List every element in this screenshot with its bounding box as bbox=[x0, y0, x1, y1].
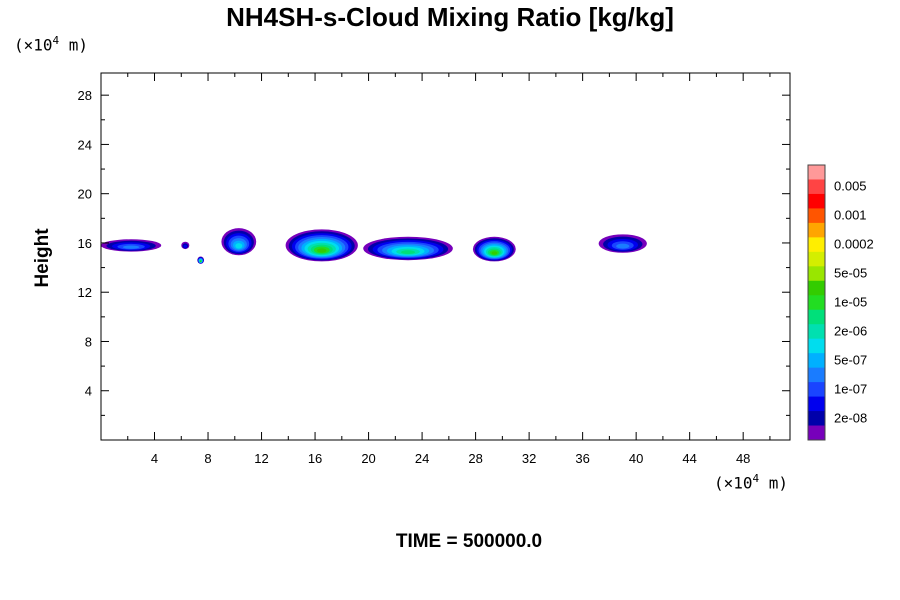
colorbar-label: 5e-07 bbox=[834, 352, 867, 367]
colorbar-swatch bbox=[808, 179, 825, 195]
colorbar-swatch bbox=[808, 367, 825, 383]
colorbar-label: 2e-06 bbox=[834, 323, 867, 338]
colorbar-label: 0.0002 bbox=[834, 237, 874, 252]
cloud-patch bbox=[598, 234, 647, 253]
y-tick-label: 28 bbox=[78, 88, 92, 103]
colorbar-label: 1e-07 bbox=[834, 381, 867, 396]
x-tick-label: 32 bbox=[522, 451, 536, 466]
colorbar-label: 0.005 bbox=[834, 179, 867, 194]
colorbar-swatch bbox=[808, 425, 825, 441]
cloud-patch bbox=[221, 228, 257, 256]
y-tick-label: 20 bbox=[78, 187, 92, 202]
x-tick-label: 44 bbox=[682, 451, 696, 466]
cloud-contour bbox=[317, 248, 327, 253]
colorbar-swatch bbox=[808, 382, 825, 398]
cloud-contour bbox=[183, 244, 188, 248]
cloud-contour bbox=[122, 245, 140, 249]
x-tick-label: 16 bbox=[308, 451, 322, 466]
chart-title: NH4SH-s-Cloud Mixing Ratio [kg/kg] bbox=[226, 2, 674, 32]
plot-frame bbox=[100, 72, 791, 441]
cloud-patch bbox=[363, 236, 453, 261]
cloud-contour bbox=[616, 243, 630, 249]
colorbar-swatch bbox=[808, 324, 825, 340]
colorbar-swatch bbox=[808, 251, 825, 267]
y-tick-label: 12 bbox=[78, 285, 92, 300]
colorbar: 0.005 0.001 0.0002 5e-05 1e-05 2e-06 5e-07 1e-0… bbox=[807, 164, 874, 441]
y-tick-label: 24 bbox=[78, 137, 92, 152]
colorbar-swatch bbox=[808, 411, 825, 427]
plot-area bbox=[101, 73, 790, 440]
x-tick-label: 36 bbox=[575, 451, 589, 466]
colorbar-swatch bbox=[808, 396, 825, 412]
y-tick-label: 4 bbox=[85, 384, 92, 399]
plot-background bbox=[101, 73, 790, 440]
cloud-patch bbox=[101, 239, 162, 252]
colorbar-frame bbox=[807, 164, 826, 441]
colorbar-swatch bbox=[808, 295, 825, 311]
colorbar-swatch bbox=[808, 280, 825, 296]
colorbar-swatch bbox=[808, 309, 825, 325]
x-axis-unit: (×104 m) bbox=[714, 472, 789, 493]
colorbar-swatch bbox=[808, 266, 825, 282]
cloud-contour bbox=[491, 251, 498, 255]
cloud-patch bbox=[197, 256, 205, 264]
y-axis-unit: (×104 m) bbox=[14, 34, 89, 55]
cloud-contour bbox=[200, 260, 202, 262]
cloud-patch bbox=[285, 229, 358, 262]
x-tick-label: 12 bbox=[254, 451, 268, 466]
time-label: TIME = 500000.0 bbox=[395, 531, 543, 552]
colorbar-swatch bbox=[808, 165, 825, 180]
colorbar-label: 0.001 bbox=[834, 208, 867, 223]
x-tick-label: 28 bbox=[468, 451, 482, 466]
x-tick-label: 20 bbox=[361, 451, 375, 466]
colorbar-swatch bbox=[808, 222, 825, 238]
x-tick-label: 40 bbox=[629, 451, 643, 466]
y-tick-label: 16 bbox=[78, 236, 92, 251]
cloud-contour bbox=[400, 250, 416, 254]
colorbar-swatch bbox=[808, 338, 825, 354]
x-tick-label: 8 bbox=[204, 451, 211, 466]
colorbar-swatch bbox=[808, 208, 825, 224]
x-tick-label: 24 bbox=[415, 451, 429, 466]
colorbar-label: 1e-05 bbox=[834, 295, 867, 310]
colorbar-swatch bbox=[808, 237, 825, 253]
colorbar-label: 5e-05 bbox=[834, 266, 867, 281]
cloud-patch bbox=[472, 236, 516, 262]
cloud-contour bbox=[235, 243, 243, 249]
x-tick-label: 4 bbox=[151, 451, 158, 466]
colorbar-swatch bbox=[808, 193, 825, 209]
cloud-patch bbox=[181, 241, 190, 250]
colorbar-swatch bbox=[808, 353, 825, 369]
colorbar-label: 2e-08 bbox=[834, 410, 867, 425]
y-tick-label: 8 bbox=[85, 334, 92, 349]
x-tick-label: 48 bbox=[736, 451, 750, 466]
